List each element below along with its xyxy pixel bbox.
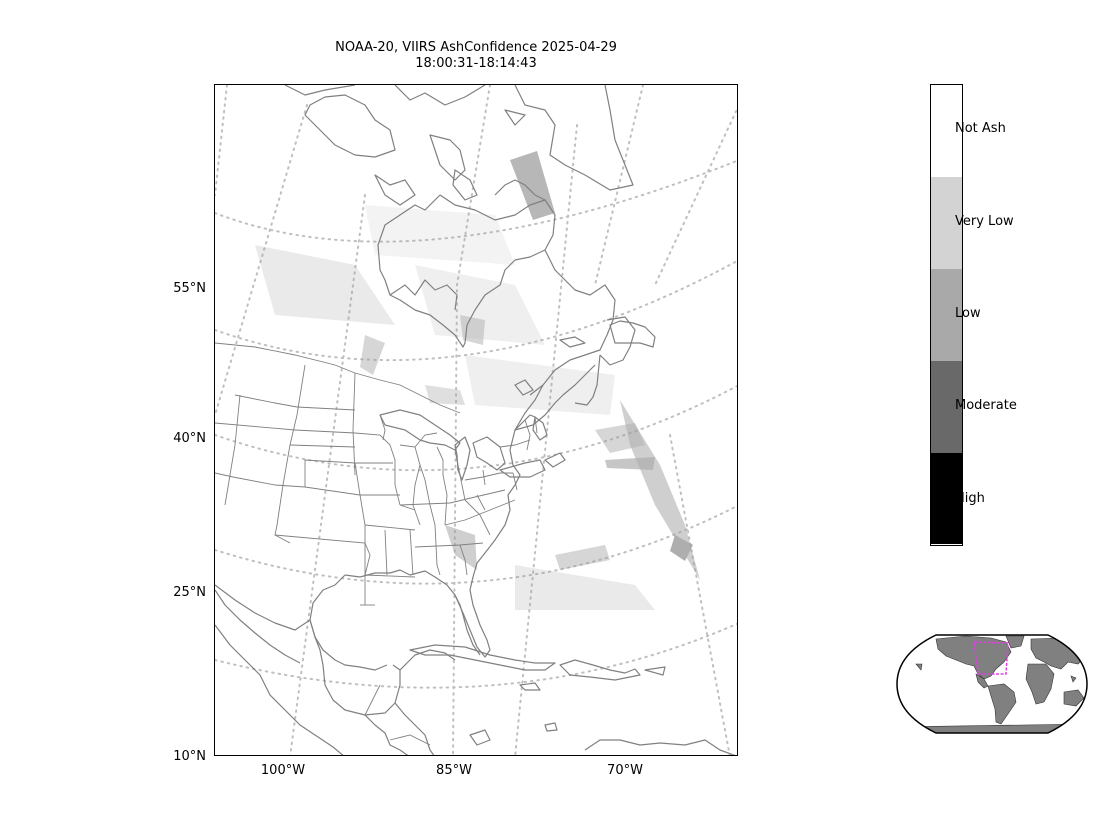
lon-label-85w: 85°W [436, 763, 472, 778]
lat-label-40: 40°N [173, 431, 206, 446]
ash-swath [255, 151, 700, 610]
globe-domain-highlight [973, 641, 1009, 675]
main-map [214, 84, 738, 756]
colorbar-segment-moderate [931, 361, 962, 453]
graticule [215, 85, 737, 755]
colorbar-label-high: High [955, 491, 985, 506]
colorbar-label-very-low: Very Low [955, 214, 1014, 229]
colorbar-segment-very-low [931, 177, 962, 269]
globe-outline [896, 634, 1088, 734]
globe-land [897, 635, 1087, 733]
lat-label-25: 25°N [173, 585, 206, 600]
colorbar-label-not-ash: Not Ash [955, 121, 1006, 136]
lat-label-55: 55°N [173, 281, 206, 296]
lon-label-70w: 70°W [607, 763, 643, 778]
colorbar-segment-low [931, 269, 962, 361]
colorbar-label-moderate: Moderate [955, 398, 1017, 413]
inset-globe [896, 634, 1088, 738]
colorbar [930, 84, 963, 546]
title-line1: NOAA-20, VIIRS AshConfidence 2025-04-29 [335, 40, 617, 55]
political-borders [215, 342, 538, 746]
lon-label-100w: 100°W [260, 763, 306, 778]
title-line2: 18:00:31-18:14:43 [415, 56, 537, 71]
coastlines [215, 85, 736, 755]
lat-label-10: 10°N [173, 749, 206, 764]
colorbar-segment-high [931, 453, 962, 544]
map-canvas [215, 85, 737, 755]
colorbar-segment-not-ash [931, 85, 962, 177]
colorbar-label-low: Low [955, 306, 981, 321]
map-title: NOAA-20, VIIRS AshConfidence 2025-04-29 … [214, 40, 738, 72]
